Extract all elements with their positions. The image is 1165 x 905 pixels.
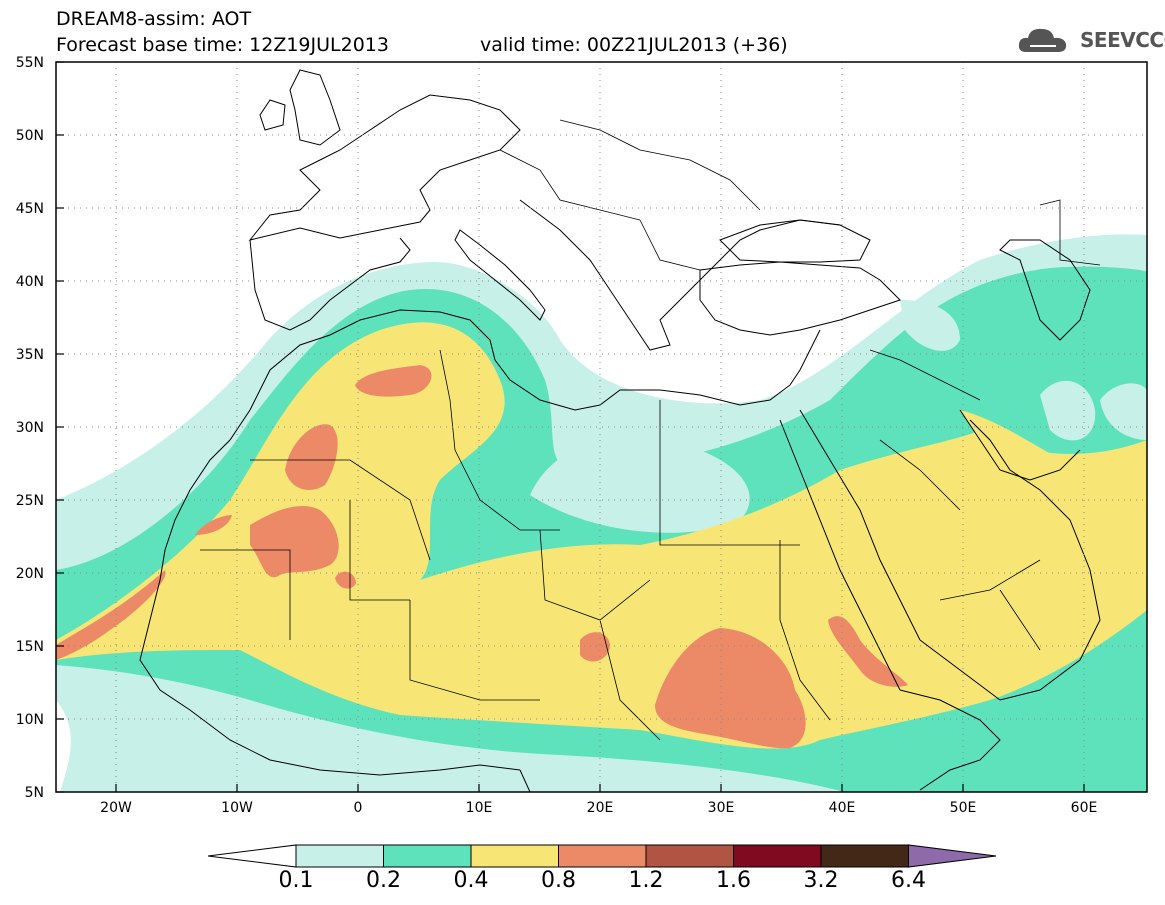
lat-tick-label: 10N: [16, 712, 44, 728]
lon-tick-label: 20W: [100, 800, 132, 816]
colorbar-label: 3.2: [803, 868, 839, 893]
colorbar-high-arrow: [908, 844, 997, 868]
map-title: DREAM8-assim: AOT: [56, 8, 252, 30]
lat-tick-label: 15N: [16, 639, 44, 655]
valid-time: valid time: 00Z21JUL2013 (+36): [480, 34, 788, 56]
colorbar-swatch: [645, 844, 734, 868]
forecast-base-time: Forecast base time: 12Z19JUL2013: [56, 34, 389, 56]
cloud-logo-icon: [1018, 28, 1067, 52]
lat-tick-label: 20N: [16, 566, 44, 582]
colorbar-swatch: [470, 844, 559, 868]
colorbar-label: 6.4: [891, 868, 926, 893]
colorbar-low-arrow: [207, 844, 297, 868]
lat-tick-label: 5N: [25, 785, 44, 801]
colorbar-label: 0.2: [366, 868, 401, 893]
lon-tick-label: 10W: [221, 800, 253, 816]
aot-level-0.8: [355, 365, 432, 397]
lat-tick-labels: 55N 50N 45N 40N 35N 30N 25N 20N 15N 10N …: [16, 55, 44, 801]
lon-tick-label: 60E: [1071, 800, 1098, 816]
lon-tick-label: 10E: [466, 800, 493, 816]
lon-tick-label: 40E: [829, 800, 856, 816]
lat-tick-label: 55N: [16, 55, 44, 71]
lat-tick-label: 25N: [16, 493, 44, 509]
lon-tick-labels: 20W 10W 0 10E 20E 30E 40E 50E 60E: [100, 800, 1097, 816]
colorbar-label: 1.2: [628, 868, 664, 893]
lat-tick-label: 30N: [16, 420, 44, 436]
colorbar-swatch: [295, 844, 384, 868]
lat-tick-label: 45N: [16, 201, 44, 217]
country-borders: [200, 119, 1101, 741]
colorbar-label: 0.4: [453, 868, 489, 893]
lon-tick-label: 30E: [708, 800, 735, 816]
coastlines: [139, 69, 1101, 792]
lat-tick-label: 35N: [16, 347, 44, 363]
colorbar-label: 0.1: [278, 868, 314, 893]
tick-marks: [56, 61, 1085, 793]
lat-tick-label: 50N: [16, 128, 44, 144]
lat-tick-label: 40N: [16, 274, 44, 290]
lon-tick-label: 50E: [950, 800, 977, 816]
aot-field: [56, 234, 1147, 792]
lon-tick-label: 0: [354, 800, 363, 816]
lon-tick-label: 20E: [587, 800, 614, 816]
colorbar-swatch: [558, 844, 647, 868]
colorbar-swatch: [820, 844, 909, 868]
logo-text: SEEVCCC: [1080, 28, 1165, 52]
colorbar: [207, 844, 997, 868]
colorbar-label: 1.6: [716, 868, 751, 893]
colorbar-swatch: [383, 844, 472, 868]
colorbar-label: 0.8: [541, 868, 576, 893]
colorbar-swatch: [733, 844, 822, 868]
